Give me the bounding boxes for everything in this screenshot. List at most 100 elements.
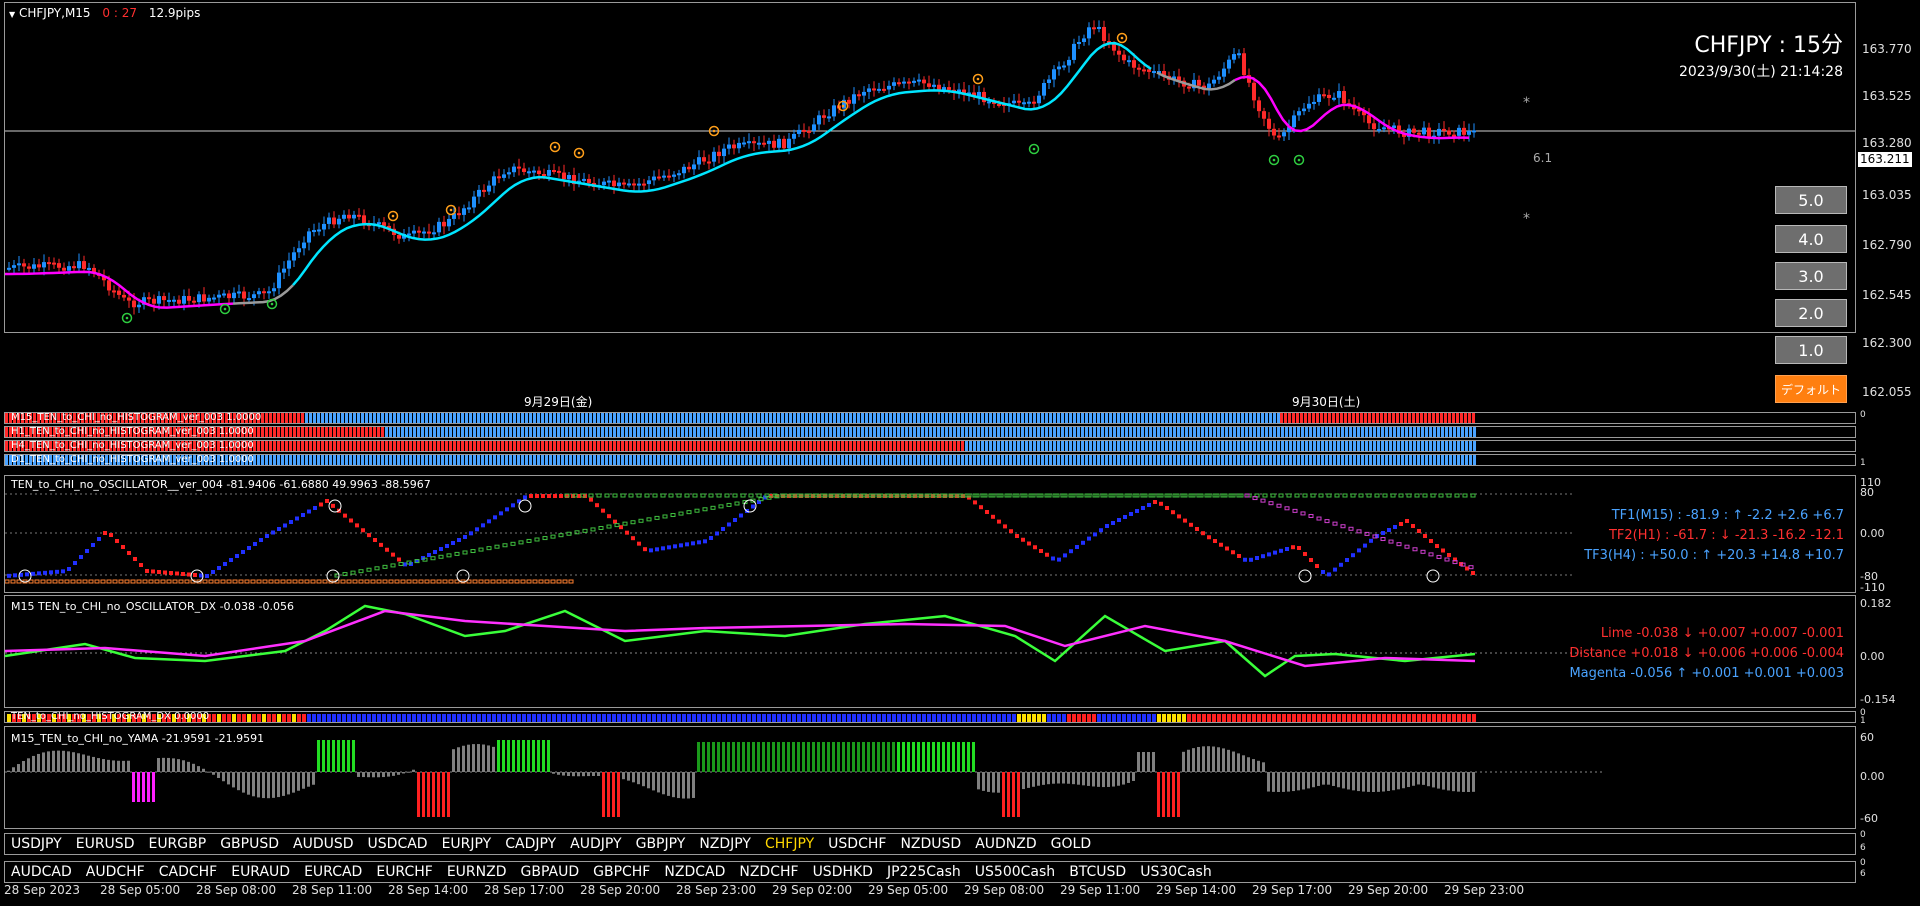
symbol-row2-cadchf[interactable]: CADCHF xyxy=(158,864,218,880)
tf2-dot xyxy=(1004,493,1010,498)
symbol-row1-nzdusd[interactable]: NZDUSD xyxy=(900,836,962,852)
candle-body xyxy=(817,115,821,125)
histogram-bar xyxy=(669,413,672,423)
tf2-dot xyxy=(652,493,658,498)
histogram-bar xyxy=(1372,413,1375,423)
default-button[interactable]: デフォルト xyxy=(1775,375,1847,403)
histogram-dx-bar xyxy=(677,714,681,722)
symbol-row2-eurnzd[interactable]: EURNZD xyxy=(446,864,507,880)
dropdown-triangle-icon[interactable]: ▼ xyxy=(9,10,16,19)
osc-dot xyxy=(1321,570,1325,574)
histogram-bar xyxy=(845,455,848,465)
dx-chart[interactable] xyxy=(5,596,1856,708)
oscillator-chart[interactable] xyxy=(5,476,1856,593)
candle-body xyxy=(587,178,591,183)
zoom-4-button[interactable]: 4.0 xyxy=(1775,225,1847,253)
histogram-bar xyxy=(73,413,76,423)
symbol-row1-eurjpy[interactable]: EURJPY xyxy=(441,836,492,852)
candle-body xyxy=(632,183,636,186)
histogram-bar xyxy=(1357,441,1360,451)
symbol-row1-gbpjpy[interactable]: GBPJPY xyxy=(635,836,686,852)
histogram-bar xyxy=(1153,455,1156,465)
histogram-bar xyxy=(709,413,712,423)
histogram-dx-bar xyxy=(792,714,796,722)
symbol-row1-gold[interactable]: GOLD xyxy=(1050,836,1092,852)
symbol-row1-usdchf[interactable]: USDCHF xyxy=(828,836,887,852)
symbol-row2-btcusd[interactable]: BTCUSD xyxy=(1069,864,1127,880)
osc-dot xyxy=(1351,553,1355,558)
yama-bar xyxy=(1167,772,1170,817)
symbol-row2-usdhkd[interactable]: USDHKD xyxy=(812,864,873,880)
yama-bar xyxy=(542,740,545,772)
candle-body xyxy=(1367,115,1371,124)
histogram-bar xyxy=(573,427,576,437)
symbol-row1-audnzd[interactable]: AUDNZD xyxy=(975,836,1037,852)
histogram-bar xyxy=(1061,455,1064,465)
histogram-bar xyxy=(1397,455,1400,465)
symbol-row1-gbpusd[interactable]: GBPUSD xyxy=(220,836,279,852)
histogram-bar xyxy=(1353,455,1356,465)
histogram-bar xyxy=(777,427,780,437)
symbol-row1-chfjpy[interactable]: CHFJPY xyxy=(764,836,815,852)
symbol-row2-audchf[interactable]: AUDCHF xyxy=(85,864,145,880)
candle-body xyxy=(1137,67,1141,70)
symbol-row1-eurgbp[interactable]: EURGBP xyxy=(148,836,207,852)
histogram-bar xyxy=(17,441,20,451)
histogram-bar xyxy=(1293,455,1296,465)
histogram-bar xyxy=(581,455,584,465)
symbol-row2-audcad[interactable]: AUDCAD xyxy=(11,864,72,880)
symbol-row1-nzdjpy[interactable]: NZDJPY xyxy=(699,836,751,852)
histogram-bar xyxy=(541,441,544,451)
symbol-row1-cadjpy[interactable]: CADJPY xyxy=(505,836,557,852)
symbol-row2-jp225cash[interactable]: JP225Cash xyxy=(886,864,961,880)
histogram-bar xyxy=(1373,441,1376,451)
zoom-3-button[interactable]: 3.0 xyxy=(1775,262,1847,290)
candle-body xyxy=(292,252,296,261)
yama-panel[interactable]: M15_TEN_to_CHI_no_YAMA -21.9591 -21.9591 xyxy=(4,726,1856,829)
symbol-row1-usdcad[interactable]: USDCAD xyxy=(367,836,428,852)
symbol-row1-audjpy[interactable]: AUDJPY xyxy=(570,836,622,852)
histogram-bar xyxy=(809,413,812,423)
histogram-bar xyxy=(149,441,152,451)
symbol-row1-audusd[interactable]: AUDUSD xyxy=(293,836,354,852)
symbol-row2-gbpaud[interactable]: GBPAUD xyxy=(520,864,580,880)
histogram-bar xyxy=(885,455,888,465)
histogram-bar xyxy=(281,455,284,465)
candle-body xyxy=(1227,59,1231,69)
tf3-dot xyxy=(398,561,404,566)
histogram-bar xyxy=(389,413,392,423)
symbol-row2-euraud[interactable]: EURAUD xyxy=(231,864,291,880)
candle-body xyxy=(162,296,166,301)
symbol-row2-eurchf[interactable]: EURCHF xyxy=(376,864,433,880)
symbol-row2-us500cash[interactable]: US500Cash xyxy=(974,864,1056,880)
main-chart-panel[interactable]: ▼ CHFJPY,M15 0 : 27 12.9pips CHFJPY : 15… xyxy=(4,2,1856,333)
tf2-dot xyxy=(1308,513,1314,518)
histogram-bar xyxy=(1081,427,1084,437)
histogram-dx-bar xyxy=(1447,714,1451,722)
yama-bar xyxy=(932,742,935,772)
symbol-row2-eurcad[interactable]: EURCAD xyxy=(304,864,363,880)
dx-panel[interactable]: M15 TEN_to_CHI_no_OSCILLATOR_DX -0.038 -… xyxy=(4,595,1856,708)
oscillator-panel[interactable]: TEN_to_CHI_no_OSCILLATOR__ver_004 -81.94… xyxy=(4,475,1856,593)
candlestick-chart[interactable] xyxy=(5,3,1856,333)
symbol-row2-nzdchf[interactable]: NZDCHF xyxy=(739,864,799,880)
tf3-dot xyxy=(598,525,604,530)
tf3-dot xyxy=(686,510,692,515)
osc-dot xyxy=(1411,524,1415,528)
histogram-dx-bar xyxy=(557,714,561,722)
zoom-5-button[interactable]: 5.0 xyxy=(1775,186,1847,214)
symbol-row2-gbpchf[interactable]: GBPCHF xyxy=(593,864,651,880)
yama-bar xyxy=(122,760,125,772)
symbol-row2-nzdcad[interactable]: NZDCAD xyxy=(664,864,726,880)
zoom-2-button[interactable]: 2.0 xyxy=(1775,299,1847,327)
symbol-row1-usdjpy[interactable]: USDJPY xyxy=(11,836,62,852)
zoom-1-button[interactable]: 1.0 xyxy=(1775,336,1847,364)
histogram-bar xyxy=(285,427,288,437)
histogram-bar xyxy=(601,441,604,451)
symbol-row1-eurusd[interactable]: EURUSD xyxy=(75,836,135,852)
histogram-dx-bar xyxy=(1147,714,1151,722)
symbol-row2-us30cash[interactable]: US30Cash xyxy=(1140,864,1212,880)
histogram-bar xyxy=(377,427,380,437)
yama-histogram[interactable] xyxy=(5,727,1856,829)
yama-bar xyxy=(452,749,455,772)
